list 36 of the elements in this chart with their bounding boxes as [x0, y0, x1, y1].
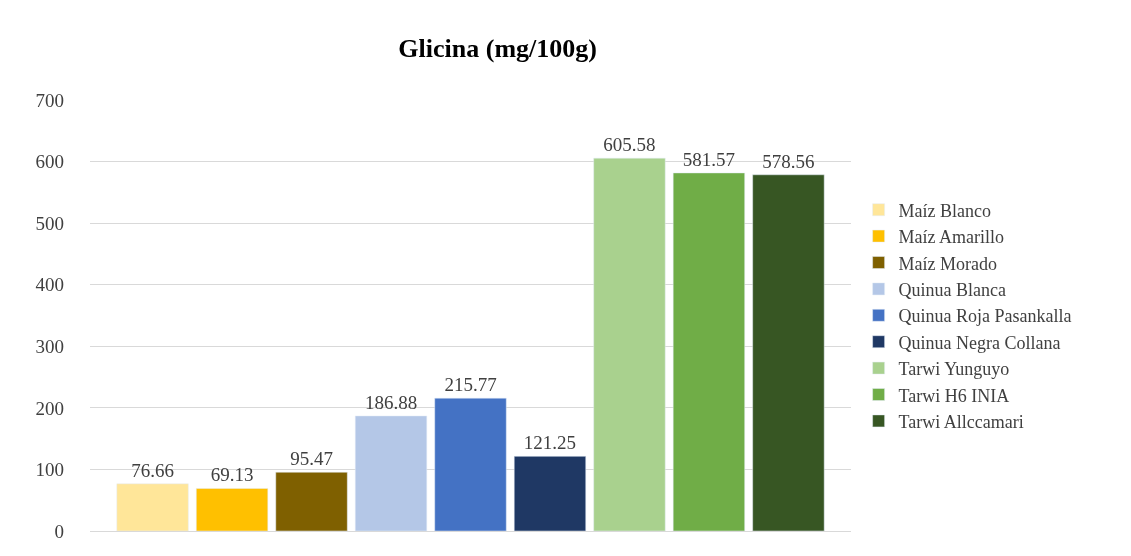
legend-label: Tarwi Allccamari: [898, 411, 1024, 432]
legend-label: Maíz Morado: [898, 253, 998, 274]
y-tick-label: 500: [35, 212, 64, 234]
bar: [513, 456, 586, 531]
chart-title: Glicina (mg/100g): [398, 34, 597, 64]
data-label: 69.13: [210, 464, 254, 486]
legend-label: Quinua Blanca: [898, 279, 1007, 300]
y-tick-label: 200: [35, 397, 64, 419]
bar: [593, 157, 666, 531]
legend-label: Maíz Amarillo: [898, 227, 1005, 248]
y-tick-label: 100: [35, 459, 64, 481]
legend-label: Maíz Blanco: [898, 200, 992, 221]
bar: [355, 415, 428, 531]
y-tick-label: 0: [54, 520, 64, 542]
legend-label: Tarwi Yunguyo: [898, 359, 1010, 380]
y-tick-label: 700: [35, 89, 64, 111]
bar: [752, 174, 825, 531]
y-tick-label: 300: [35, 335, 64, 357]
data-label: 95.47: [290, 448, 333, 470]
data-label: 215.77: [444, 374, 497, 396]
bar: [275, 471, 348, 531]
y-tick-label: 600: [35, 151, 64, 173]
bar: [116, 483, 189, 531]
data-label: 581.57: [682, 148, 736, 170]
legend-label: Quinua Roja Pasankalla: [898, 306, 1072, 327]
data-label: 578.56: [762, 150, 815, 172]
y-tick-label: 400: [35, 274, 64, 296]
legend-label: Tarwi H6 INIA: [898, 385, 1010, 406]
data-label: 121.25: [523, 432, 577, 454]
bar: [672, 172, 745, 531]
data-label: 605.58: [603, 134, 656, 156]
bar: [196, 488, 269, 531]
bar: [434, 397, 507, 531]
data-label: 76.66: [131, 459, 174, 481]
data-label: 186.88: [364, 391, 418, 413]
legend-label: Quinua Negra Collana: [898, 332, 1061, 353]
